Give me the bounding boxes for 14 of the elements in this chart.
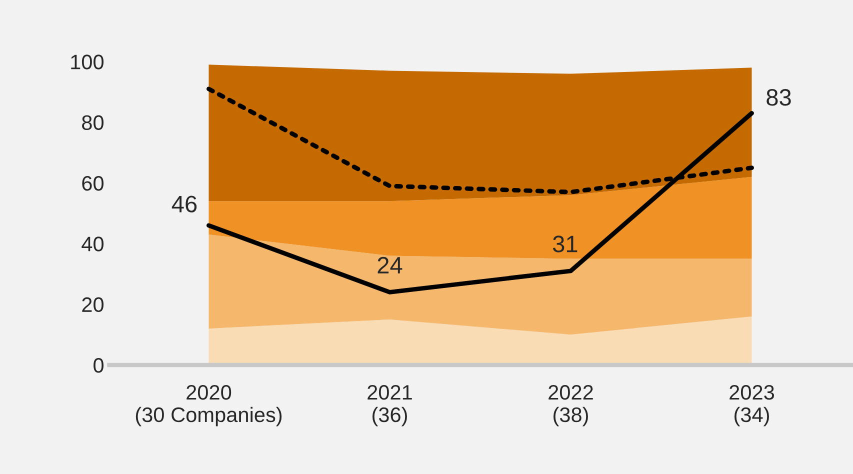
x-tick-label: 2020 (30 Companies) — [136, 384, 282, 426]
data-label: 31 — [552, 236, 578, 252]
y-tick-label: 60 — [82, 176, 104, 191]
data-label: 46 — [172, 196, 197, 212]
y-tick-label: 80 — [82, 115, 104, 130]
x-tick-label: 2022 (38) — [548, 384, 593, 426]
y-tick-label: 20 — [82, 297, 104, 312]
y-tick-label: 100 — [71, 54, 104, 70]
y-tick-label: 40 — [82, 236, 104, 252]
x-tick-label: 2021 (36) — [368, 384, 412, 426]
x-tick-label: 2023 (34) — [730, 384, 774, 426]
y-tick-label: 0 — [94, 358, 104, 373]
data-label: 83 — [766, 89, 791, 106]
data-label: 24 — [378, 256, 402, 274]
